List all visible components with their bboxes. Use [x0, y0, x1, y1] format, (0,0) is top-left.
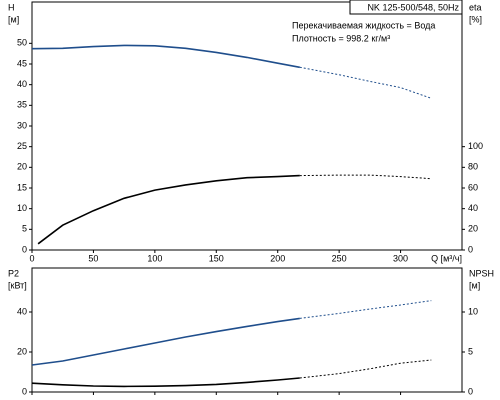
annotation: Перекачиваемая жидкость = Вода [292, 20, 435, 30]
plot-frame [31, 267, 463, 393]
x-tick-label: 250 [332, 253, 347, 263]
y-unit: [м] [8, 14, 19, 24]
curve [299, 359, 432, 379]
y2-unit: [м] [469, 280, 480, 290]
y2-tick-label: 5 [468, 346, 473, 356]
y2-tick-label: 60 [468, 182, 478, 192]
y-tick-label: 0 [22, 386, 27, 396]
y-tick-label: 15 [17, 182, 27, 192]
y-label: H [8, 2, 15, 12]
chart-title: NK 125-500/548, 50Hz [367, 2, 459, 12]
curve [31, 317, 300, 366]
y-tick-label: 40 [17, 306, 27, 316]
y-tick-label: 10 [17, 203, 27, 213]
y2-tick-label: 100 [468, 141, 483, 151]
y2-label: NPSH [469, 268, 494, 278]
y2-unit: [%] [469, 14, 482, 24]
y-tick-label: 5 [22, 224, 27, 234]
y-label: P2 [8, 268, 19, 278]
y2-label: eta [469, 2, 482, 12]
y2-tick-label: 40 [468, 203, 478, 213]
curve [299, 174, 432, 180]
y-tick-label: 0 [22, 244, 27, 254]
y2-tick-label: 10 [468, 306, 478, 316]
y-tick-label: 20 [17, 162, 27, 172]
x-tick-label: 300 [393, 253, 408, 263]
x-tick-label: 100 [147, 253, 162, 263]
y-tick-label: 45 [17, 58, 27, 68]
curve [37, 174, 300, 245]
x-tick-label: 0 [29, 253, 34, 263]
annotation: Плотность = 998.2 кг/м³ [292, 33, 390, 43]
y-unit: [кВт] [8, 280, 27, 290]
x-label: Q [м³/ч] [431, 253, 462, 263]
title-box [349, 0, 463, 15]
y-tick-label: 25 [17, 141, 27, 151]
curve [31, 44, 300, 69]
y-tick-label: 40 [17, 79, 27, 89]
plot-frame [31, 1, 463, 251]
y2-tick-label: 0 [468, 244, 473, 254]
y2-tick-label: 20 [468, 224, 478, 234]
curve [299, 300, 432, 319]
y2-tick-label: 80 [468, 162, 478, 172]
x-tick-label: 200 [270, 253, 285, 263]
curve [299, 66, 432, 99]
y-tick-label: 50 [17, 38, 27, 48]
y-tick-label: 35 [17, 100, 27, 110]
curve [31, 377, 300, 388]
x-tick-label: 50 [88, 253, 98, 263]
y-tick-label: 20 [17, 346, 27, 356]
y2-tick-label: 0 [468, 386, 473, 396]
x-tick-label: 150 [209, 253, 224, 263]
y-tick-label: 30 [17, 120, 27, 130]
